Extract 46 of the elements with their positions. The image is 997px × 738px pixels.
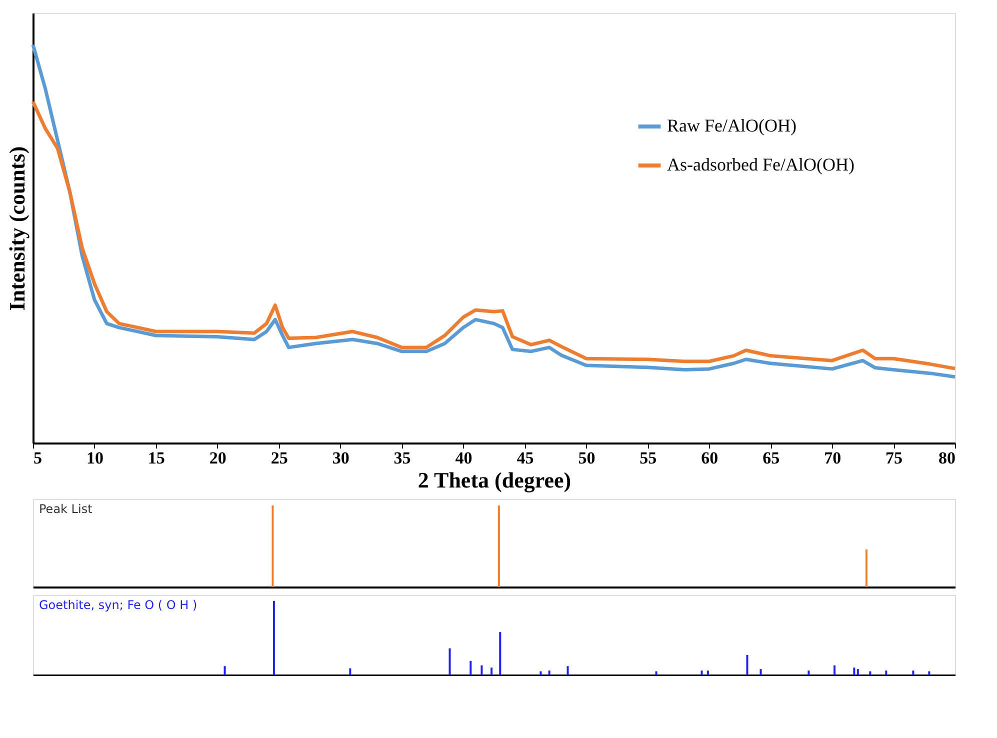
x-tick-label: 75 [886,448,903,468]
bar [566,666,569,675]
legend-label: As-adsorbed Fe/AlO(OH) [667,154,854,174]
x-tick-label: 30 [332,448,350,468]
x-tick-label: 40 [455,448,472,468]
bar [834,665,836,675]
bar [885,670,888,675]
bar [706,670,709,675]
bar [470,660,472,675]
chart-title: Goethite, syn; Fe O ( O H ) [39,598,198,612]
x-tick-label: 5 [34,448,42,468]
x-axis-title: 2 Theta (degree) [418,468,572,492]
bar [490,668,493,675]
y-axis-title: Intensity (counts) [4,146,30,311]
bar [655,671,658,675]
bar [928,671,930,675]
bar [746,655,748,675]
bar [548,670,550,675]
bar [700,670,703,675]
x-tick-label: 70 [824,448,842,468]
x-tick-label: 20 [209,448,226,468]
x-tick-label: 45 [516,448,534,468]
bar [760,669,762,675]
bar [808,670,810,675]
legend-label: Raw Fe/AlO(OH) [667,116,796,136]
x-tick-label: 10 [86,448,104,468]
x-tick-label: 15 [148,448,165,468]
bar [224,666,226,675]
bar [869,671,872,675]
bar [480,665,483,675]
bar [856,669,859,675]
chart-title: Peak List [39,502,93,516]
bar [349,668,352,675]
x-tick-label: 80 [938,448,956,468]
x-tick-label: 65 [762,448,780,468]
x-tick-label: 35 [394,448,411,468]
bar [272,600,275,675]
bar [448,648,451,675]
x-tick-label: 50 [578,448,596,468]
bar [540,671,542,675]
bar [912,670,914,675]
x-tick-label: 60 [701,448,718,468]
bar [853,668,856,675]
x-tick-label: 55 [640,448,657,468]
x-tick-label: 25 [270,448,288,468]
bar [499,632,502,675]
